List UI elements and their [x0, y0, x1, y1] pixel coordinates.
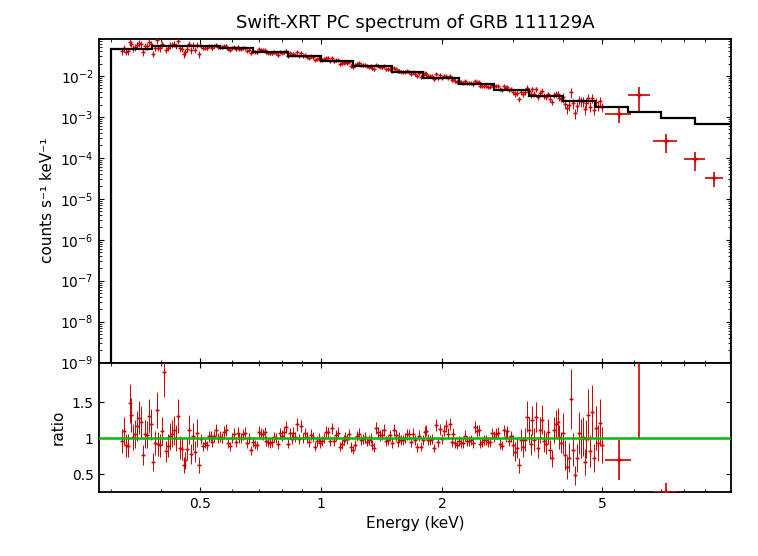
X-axis label: Energy (keV): Energy (keV) [366, 517, 464, 532]
Y-axis label: counts s⁻¹ keV⁻¹: counts s⁻¹ keV⁻¹ [39, 138, 55, 264]
Title: Swift-XRT PC spectrum of GRB 111129A: Swift-XRT PC spectrum of GRB 111129A [236, 14, 594, 32]
Y-axis label: ratio: ratio [51, 410, 66, 445]
